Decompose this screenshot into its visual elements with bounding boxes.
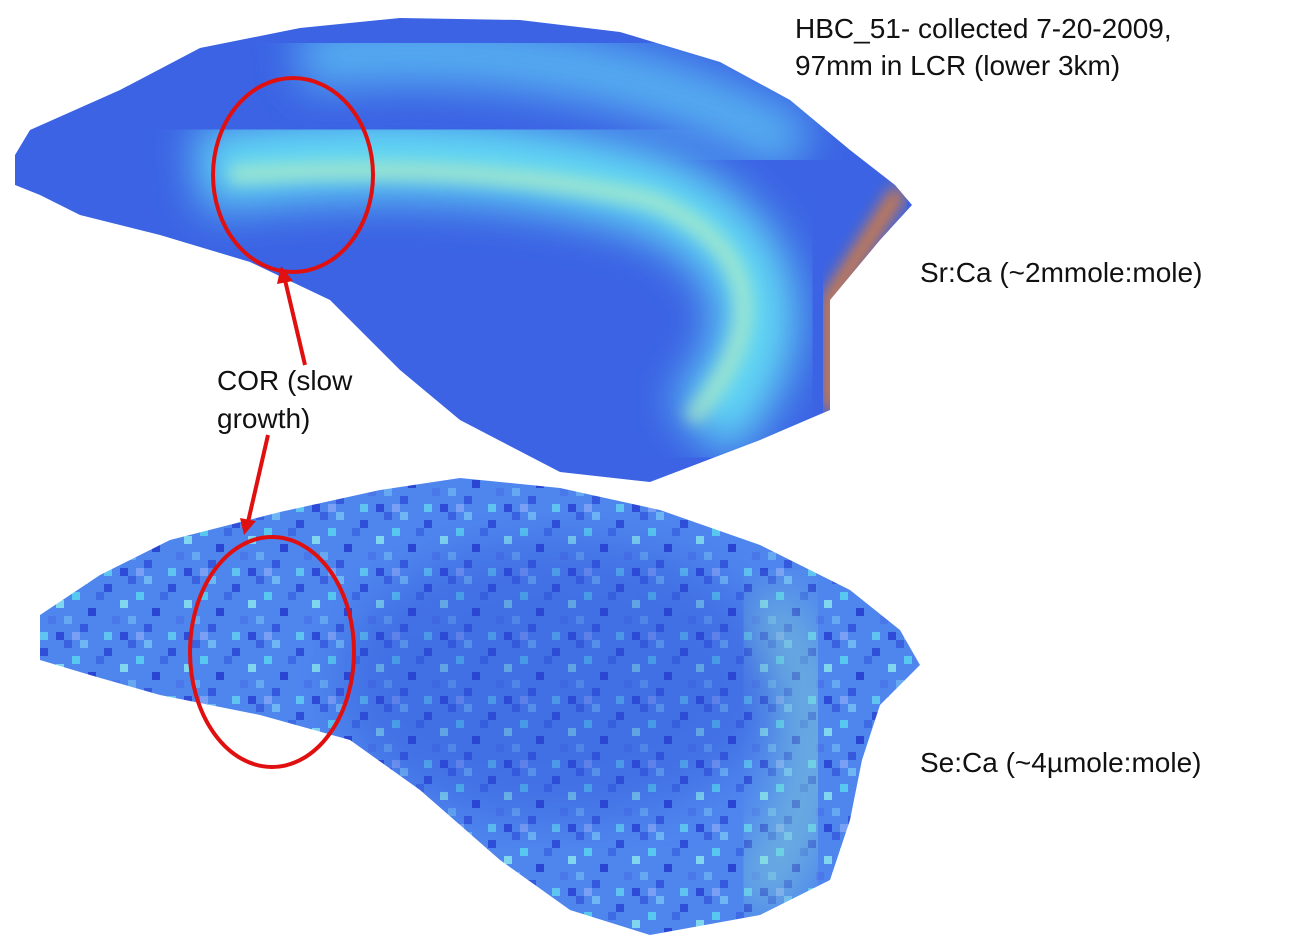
figure: HBC_51- collected 7-20-2009, 97mm in LCR… (0, 0, 1301, 939)
panel-label: Se:Ca (~4µmole:mole) (920, 747, 1201, 778)
annotation-line: growth) (217, 403, 310, 434)
annotation-line: COR (slow (217, 365, 353, 396)
title-line: HBC_51- collected 7-20-2009, (795, 13, 1172, 44)
panel-label: Sr:Ca (~2mmole:mole) (920, 257, 1202, 288)
se-ca-map (0, 460, 940, 939)
page: {"header": {"title_lines": ["HBC_51- col… (0, 0, 1301, 939)
arrow (285, 280, 305, 365)
title-line: 97mm in LCR (lower 3km) (795, 50, 1120, 81)
arrow (248, 435, 268, 522)
